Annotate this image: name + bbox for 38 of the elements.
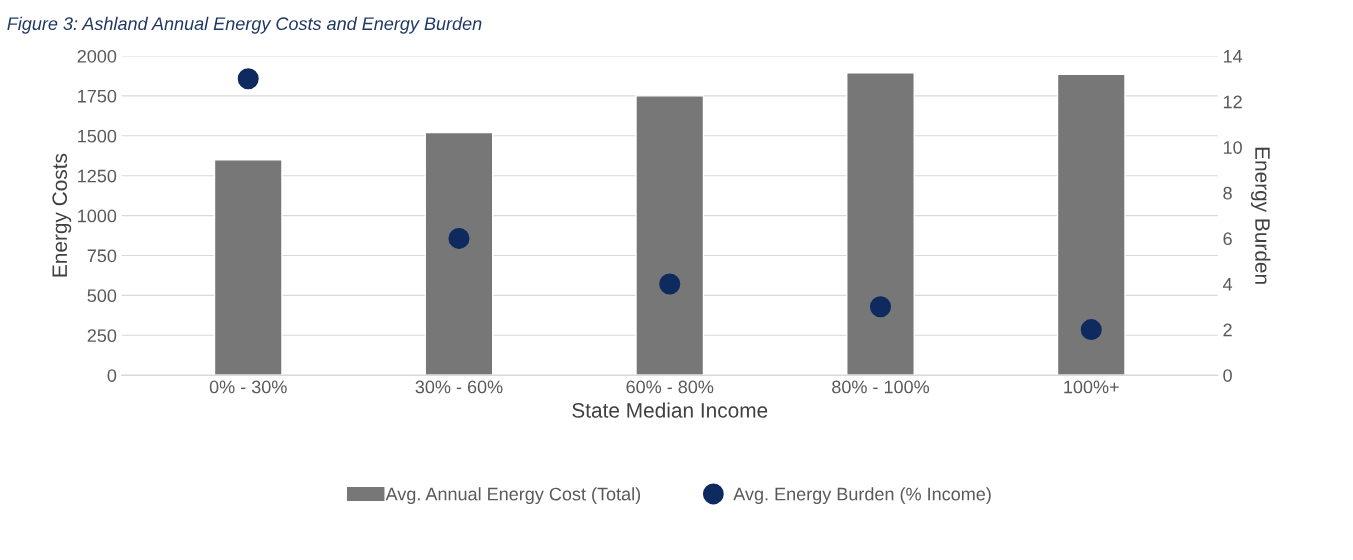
y2-tick-label: 10: [1223, 141, 1242, 154]
y2-tick-label: 2: [1223, 323, 1232, 337]
y-tick-label: 2000: [77, 49, 117, 63]
bar: [424, 131, 494, 376]
y-tick-label: 250: [87, 329, 117, 343]
y2-tick-label: 8: [1223, 186, 1232, 200]
chart-title: Figure 3: Ashland Annual Energy Costs and Energy Burden: [7, 16, 482, 34]
x-tick-label: 0% - 30%: [209, 380, 287, 394]
y2-tick-label: 6: [1223, 232, 1232, 246]
bar: [213, 159, 283, 376]
y-tick-label: 0: [107, 369, 117, 382]
y-axis-title: Energy Costs: [52, 153, 72, 277]
x-tick-label: 80% - 100%: [832, 380, 930, 394]
y2-tick-label: 0: [1223, 369, 1232, 382]
legend-label: Avg. Energy Burden (% Income): [733, 487, 991, 505]
y-tick-label: 1500: [78, 129, 117, 143]
y-tick-label: 500: [87, 289, 117, 303]
bar: [846, 72, 915, 376]
bar: [635, 95, 705, 376]
point: [869, 296, 892, 318]
x-axis-title: State Median Income: [572, 402, 768, 418]
point: [448, 227, 470, 249]
y2-tick-label: 14: [1223, 50, 1243, 63]
x-tick-label: 60% - 80%: [626, 380, 714, 394]
y2-axis-title: Energy Burden: [1251, 147, 1271, 284]
x-tick-label: 100%+: [1064, 380, 1119, 394]
y2-tick-label: 12: [1223, 95, 1242, 109]
y-tick-label: 1250: [78, 169, 117, 183]
point: [1080, 319, 1102, 341]
y-tick-label: 750: [87, 249, 117, 263]
y-tick-label: 1000: [78, 209, 117, 223]
legend-label: Avg. Annual Energy Cost (Total): [385, 487, 641, 505]
y-tick-label: 1750: [78, 89, 117, 103]
bar: [1056, 73, 1126, 376]
x-tick-label: 30% - 60%: [415, 380, 503, 394]
point: [237, 68, 259, 90]
y2-tick-label: 4: [1222, 278, 1233, 291]
point: [659, 273, 681, 295]
